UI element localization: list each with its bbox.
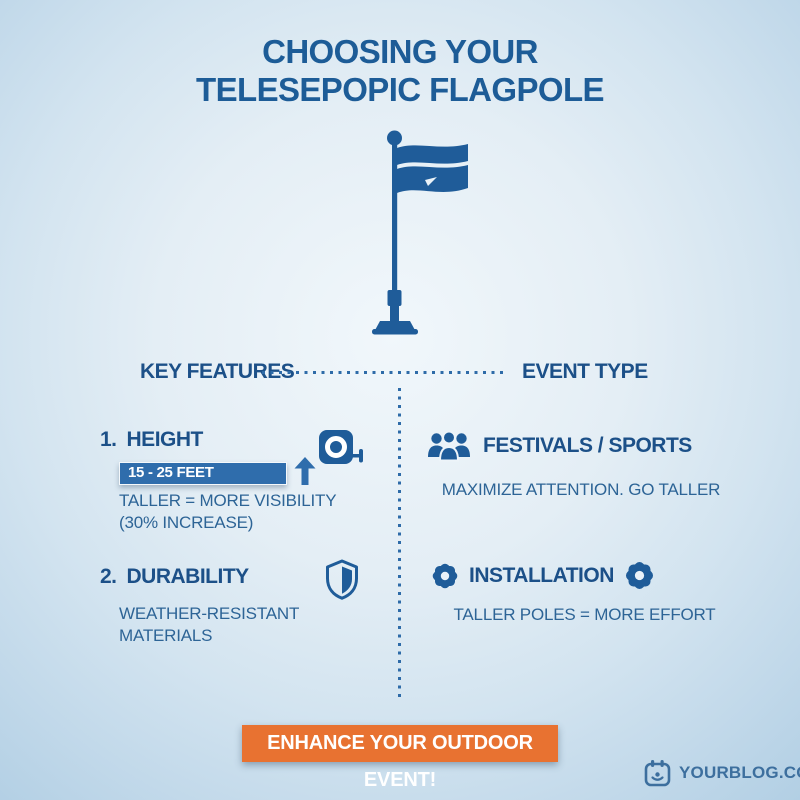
event-installation-row: INSTALLATION: [430, 559, 656, 592]
event-installation-description: TALLER POLES = MORE EFFORT: [453, 605, 716, 624]
footer-site-name: YOURBLOG.COM: [679, 763, 800, 782]
section-header-key-features: KEY FEATURES: [140, 360, 295, 383]
calendar-smiley-icon: [644, 760, 671, 787]
feature-height-heading: 1. HEIGHT: [100, 428, 203, 452]
feature-label: HEIGHT: [126, 428, 204, 451]
height-range-bar: 15 - 25 FEET: [119, 462, 287, 485]
vertical-dotted-divider: [398, 388, 401, 702]
feature-durability-description: WEATHER-RESISTANT MATERIALS: [119, 603, 299, 647]
tape-measure-icon: [319, 430, 363, 464]
feature-height-description: TALLER = MORE VISIBILITY (30% INCREASE): [119, 490, 337, 534]
up-arrow-icon: [294, 457, 316, 485]
title-line-2: TELESEPOPIC FLAGPOLE: [196, 71, 604, 109]
feature-label: DURABILITY: [126, 565, 250, 588]
description-line: MATERIALS: [119, 626, 213, 645]
feature-number: 2.: [100, 565, 117, 588]
shield-icon: [326, 559, 358, 600]
gear-icon: [432, 563, 458, 588]
gear-icon: [625, 561, 653, 590]
cta-button[interactable]: ENHANCE YOUR OUTDOOR EVENT!: [242, 725, 558, 791]
title-line-1: CHOOSING YOUR: [262, 33, 538, 70]
feature-durability-heading: 2. DURABILITY: [100, 565, 249, 589]
page-title: CHOOSING YOUR TELESEPOPIC FLAGPOLE: [0, 33, 800, 110]
description-line: TALLER = MORE VISIBILITY: [119, 491, 337, 510]
event-festivals-description: MAXIMIZE ATTENTION. GO TALLER: [441, 480, 721, 499]
flag-on-pole-icon: [372, 130, 468, 335]
horizontal-dotted-divider: [262, 371, 504, 374]
crowd-icon: [428, 430, 470, 462]
description-line: WEATHER-RESISTANT: [119, 604, 300, 623]
footer-logo: YOURBLOG.COM: [644, 759, 800, 787]
section-header-event-type: EVENT TYPE: [522, 360, 648, 383]
description-line: (30% INCREASE): [119, 513, 254, 532]
height-range-label: 15 - 25 FEET: [128, 464, 214, 481]
event-festivals-row: FESTIVALS / SPORTS: [427, 430, 692, 462]
feature-number: 1.: [100, 428, 117, 451]
event-installation-label: INSTALLATION: [469, 563, 614, 587]
event-festivals-label: FESTIVALS / SPORTS: [483, 434, 692, 457]
